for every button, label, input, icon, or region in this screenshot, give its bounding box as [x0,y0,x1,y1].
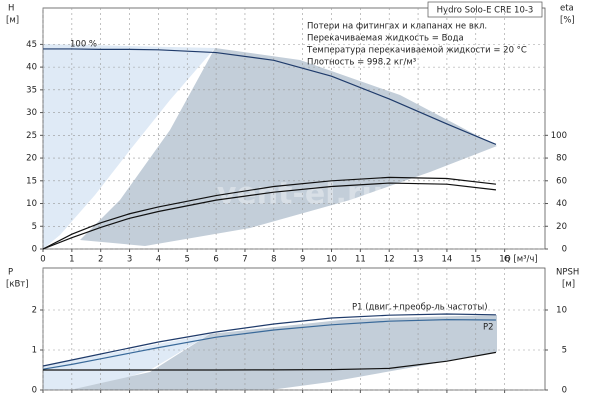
x-tick-label: 13 [413,255,424,265]
note: Перекачиваемая жидкость = Вода [307,34,464,44]
y-tick-label: 30 [26,108,37,118]
x-tick-label: 1 [69,255,74,265]
legend-label: P1 (двиг.+преобр-ль частоты) [352,303,488,313]
light-region [43,44,215,249]
y2-tick-label: 0 [562,245,567,255]
gray-region [80,48,497,246]
y2-label: [м] [562,280,575,290]
y-tick-label: 0 [32,245,37,255]
y2-label: NPSH [556,268,579,278]
y-label: [кВт] [6,280,29,290]
y-label: P [8,268,13,278]
x-tick-label: 16 [499,255,510,265]
y2-tick-label: 40 [556,199,567,209]
gray-region-2 [70,315,497,390]
y-tick-label: 2 [32,306,37,316]
x-label: Q [м³/ч] [504,255,538,265]
curve [42,313,496,367]
x-tick-label: 6 [213,255,218,265]
x-tick-label: 11 [355,255,366,265]
light-region-2 [43,334,210,390]
y-tick-label: 20 [26,154,37,164]
y-tick-label: 25 [26,131,37,141]
x-tick-label: 10 [326,255,337,265]
watermark: vent-el.ru [217,177,383,212]
x-tick-label: 5 [185,255,190,265]
curve [43,351,497,371]
y-label: [м] [6,16,19,26]
x-tick-label: 9 [300,255,305,265]
y2-tick-label: 60 [556,176,567,186]
x-tick-label: 7 [242,255,247,265]
header: Hydro Solo-E CRE 10-3 [437,6,534,16]
header-box [427,1,543,18]
x-tick-label: 0 [40,255,45,265]
y-tick-label: 40 [26,63,37,73]
curve [42,182,497,250]
y-tick-label: 5 [32,222,37,232]
y2-label: eta [560,4,574,14]
y2-tick-label: 5 [562,346,567,356]
note: Плотность = 998.2 кг/м³ [307,58,416,68]
x-tick-label: 3 [127,255,132,265]
y-tick-label: 45 [26,40,37,50]
y-tick-label: 15 [26,176,37,186]
x-tick-label: 8 [271,255,276,265]
x-tick-label: 4 [156,255,161,265]
y2-tick-label: 0 [562,386,567,396]
y2-tick-label: 80 [556,154,567,164]
note: Потери на фитингах и клапанах не вкл. [307,22,487,32]
y-tick-label: 1 [32,346,37,356]
y2-label: [%] [560,16,575,26]
curve [43,48,497,145]
curve [42,176,497,250]
curve [42,318,496,370]
y-tick-label: 0 [32,386,37,396]
y-tick-label: 35 [26,85,37,95]
x-tick-label: 12 [384,255,395,265]
x-tick-label: 2 [98,255,103,265]
y2-tick-label: 10 [556,306,567,316]
x-tick-label: 15 [470,255,481,265]
x-tick-label: 14 [441,255,452,265]
y-label: H [8,4,14,14]
legend-label: P2 [483,323,494,333]
note: Температура перекачиваемой жидкости = 20… [306,46,527,56]
y2-tick-label: 20 [556,222,567,232]
y2-tick-label: 100 [551,131,567,141]
y-tick-label: 10 [26,199,37,209]
